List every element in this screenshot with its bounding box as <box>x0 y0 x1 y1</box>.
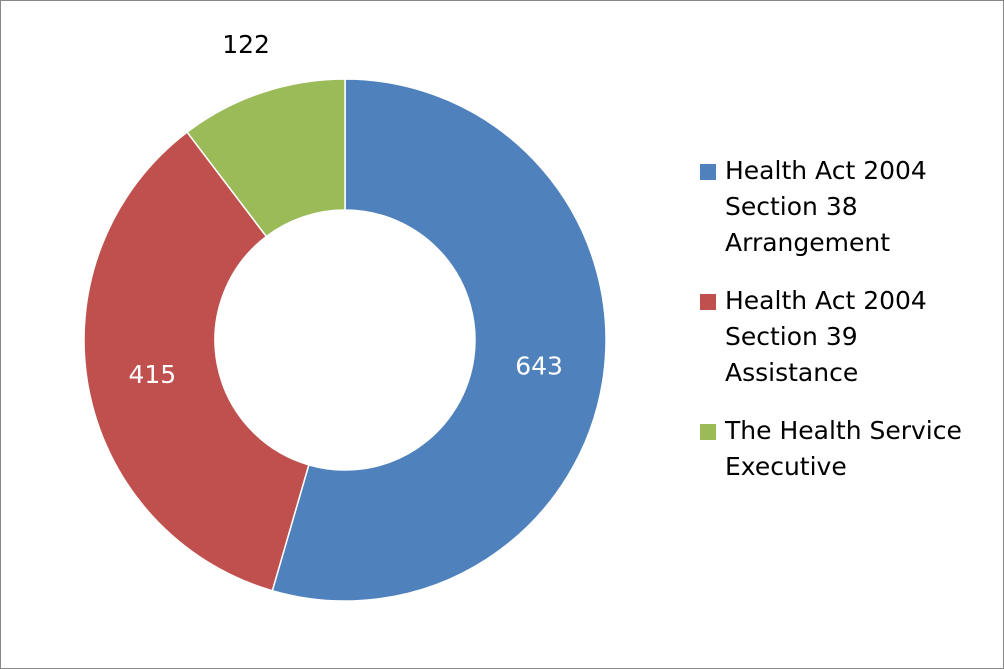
donut-segment <box>83 131 310 592</box>
legend-swatch <box>700 294 716 310</box>
legend-line: Health Act 2004 <box>725 156 927 185</box>
data-label: 643 <box>515 352 563 381</box>
legend-line: The Health Service <box>724 416 962 445</box>
donut-segment <box>271 78 607 602</box>
legend-swatch <box>700 164 716 180</box>
legend-swatch <box>700 424 716 440</box>
data-label: 122 <box>222 30 270 59</box>
legend-line: Section 38 <box>725 192 858 221</box>
legend-label: Health Act 2004 Section 39 Assistance <box>725 286 927 387</box>
data-label: 415 <box>128 360 176 389</box>
legend-line: Section 39 <box>725 322 858 351</box>
legend-label: Health Act 2004 Section 38 Arrangement <box>725 156 927 257</box>
legend-line: Assistance <box>725 358 858 387</box>
legend-label: The Health Service Executive <box>724 416 962 481</box>
donut-segment <box>186 78 346 238</box>
legend-line: Executive <box>725 452 847 481</box>
legend-line: Arrangement <box>725 228 890 257</box>
legend-line: Health Act 2004 <box>725 286 927 315</box>
